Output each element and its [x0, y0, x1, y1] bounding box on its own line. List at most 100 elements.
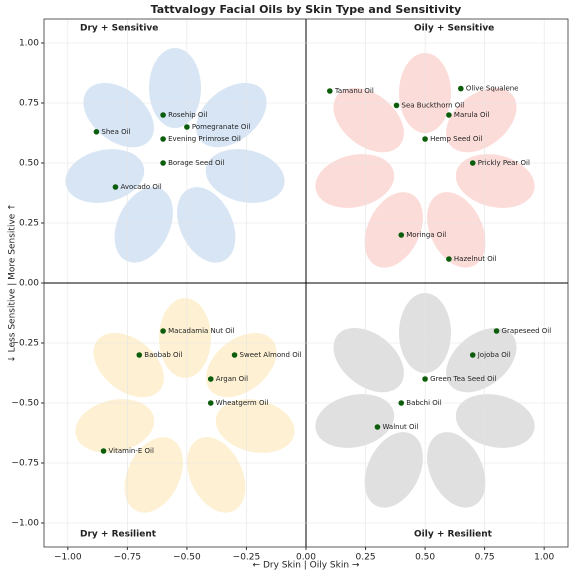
point: [422, 376, 428, 382]
point-label: Shea Oil: [101, 128, 130, 136]
point-label: Sea Buckthorn Oil: [402, 101, 465, 109]
y-tick-label: 0.25: [19, 219, 39, 229]
quadrant-label: Oily + Sensitive: [414, 24, 494, 34]
x-tick-label: −1.00: [54, 553, 82, 563]
point: [393, 102, 400, 109]
petal: [177, 187, 236, 263]
point: [231, 352, 238, 358]
petal: [149, 48, 201, 128]
y-tick-label: 0.00: [19, 279, 39, 289]
point: [446, 256, 452, 262]
petal: [114, 187, 173, 263]
petal: [315, 394, 395, 448]
point-label: Green Tea Seed Oil: [430, 375, 497, 383]
point: [160, 112, 166, 118]
petal: [215, 399, 295, 453]
point-label: Borage Seed Oil: [168, 159, 224, 167]
point: [207, 400, 214, 406]
y-tick-label: 0.50: [19, 159, 39, 169]
point: [446, 112, 452, 118]
petal: [83, 82, 154, 148]
point-label: Pomegranate Oil: [192, 123, 250, 131]
point-label: Hazelnut Oil: [454, 255, 497, 263]
point: [160, 160, 166, 166]
point-label: Moringa Oil: [406, 231, 446, 239]
x-tick-label: −0.25: [233, 553, 261, 563]
point: [112, 184, 119, 190]
point-label: Wheatgerm Oil: [216, 399, 269, 407]
point-label: Olive Squalene: [466, 85, 519, 93]
petal: [65, 149, 145, 203]
point: [93, 129, 100, 135]
petal: [427, 192, 486, 268]
point-label: Macadamia Nut Oil: [168, 327, 235, 335]
chart-title: Tattvalogy Facial Oils by Skin Type and …: [151, 3, 462, 16]
petal: [75, 399, 155, 453]
point: [160, 136, 166, 142]
petal: [205, 149, 285, 203]
quadrant-label: Dry + Resilient: [80, 530, 157, 540]
point: [458, 85, 464, 92]
point-label: Evening Primrose Oil: [168, 135, 241, 143]
petal: [333, 327, 404, 393]
x-tick-label: −0.75: [114, 553, 142, 563]
petal: [455, 154, 535, 208]
point-label: Prickly Pear Oil: [478, 159, 530, 167]
x-tick-label: 1.00: [534, 553, 554, 563]
y-tick-label: −0.25: [11, 339, 39, 349]
point: [136, 352, 143, 358]
point-label: Avocado Oil: [120, 183, 161, 191]
point-label: Vitamin-E Oil: [109, 447, 154, 455]
x-axis-label: ← Dry Skin | Oily Skin →: [253, 561, 360, 571]
point: [398, 400, 405, 406]
x-tick-label: −0.50: [173, 553, 201, 563]
x-tick-label: 0.25: [356, 553, 376, 563]
point-label: Marula Oil: [454, 111, 490, 119]
x-tick-label: 0.50: [415, 553, 435, 563]
petal: [455, 394, 535, 448]
petal: [427, 432, 486, 508]
point-label: Walnut Oil: [382, 423, 418, 431]
y-tick-label: −0.75: [11, 459, 39, 469]
point: [160, 328, 166, 334]
point-label: Argan Oil: [216, 375, 248, 383]
petal: [159, 298, 211, 378]
petal: [446, 87, 517, 153]
petal: [206, 332, 277, 398]
point: [493, 328, 500, 334]
y-tick-label: 0.75: [19, 99, 39, 109]
petal: [364, 192, 423, 268]
point: [327, 88, 333, 94]
petal: [93, 332, 164, 398]
quadrant-label: Oily + Resilient: [414, 530, 493, 540]
x-tick-label: 0.00: [296, 553, 316, 563]
point: [184, 124, 190, 130]
point-label: Sweet Almond Oil: [240, 351, 302, 359]
point-label: Babchi Oil: [406, 399, 441, 407]
y-tick-label: 1.00: [19, 39, 39, 49]
y-axis-label: ↓ Less Sensitive | More Sensitive ↑: [8, 203, 18, 362]
petal: [196, 82, 267, 148]
petal: [187, 437, 246, 513]
point: [207, 376, 214, 382]
quadrant-label: Dry + Sensitive: [80, 24, 158, 34]
petal: [333, 87, 404, 153]
point: [398, 232, 405, 238]
point: [422, 136, 428, 142]
petal: [315, 154, 395, 208]
point: [469, 352, 476, 358]
y-tick-label: −0.50: [11, 399, 39, 409]
point-label: Tamanu Oil: [334, 87, 374, 95]
point-label: Rosehip Oil: [168, 111, 207, 119]
point-label: Baobab Oil: [144, 351, 182, 359]
point-label: Hemp Seed Oil: [430, 135, 482, 143]
y-tick-label: −1.00: [11, 519, 39, 529]
petal: [124, 437, 183, 513]
petal: [364, 432, 423, 508]
point: [469, 160, 476, 166]
x-tick-label: 0.75: [475, 553, 495, 563]
point: [374, 424, 381, 430]
point: [100, 448, 107, 454]
point-label: Jojoba Oil: [477, 351, 511, 359]
